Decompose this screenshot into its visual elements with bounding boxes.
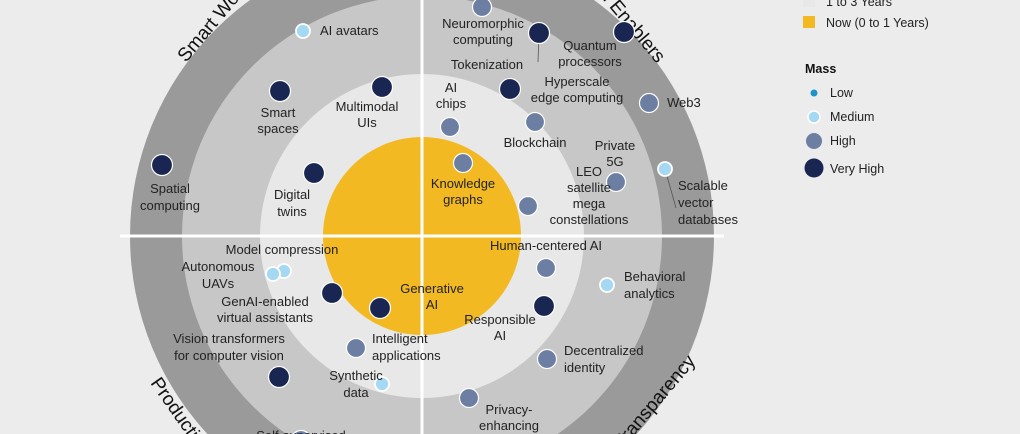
tech-dot-ai-avatars <box>295 23 311 39</box>
legend-dot-low <box>810 89 818 97</box>
legend-label-very-high: Very High <box>830 162 884 176</box>
legend: 1 to 3 Years Now (0 to 1 Years) Mass Low… <box>803 0 929 178</box>
legend-swatch-now <box>803 16 815 28</box>
tech-dot-scalable-vector-databases <box>657 161 673 177</box>
tech-label-web3: Web3 <box>667 95 701 110</box>
tech-dot-genai-enabled-virtual-assistants <box>320 281 344 305</box>
tech-label-model-compression: Model compression <box>226 242 339 257</box>
tech-label-human-centered-ai: Human-centered AI <box>490 238 602 253</box>
tech-dot-decentralized-identity <box>536 348 558 370</box>
tech-label-synthetic-data: Synthetic data <box>329 368 383 400</box>
tech-dot-self-supervised <box>292 429 310 434</box>
tech-label-ai-avatars: AI avatars <box>320 23 379 38</box>
tech-dot-web3 <box>638 92 660 114</box>
tech-label-private-5g: Private 5G <box>595 138 635 169</box>
tech-dot-leo-satellite-mega-constellations <box>517 195 539 217</box>
legend-mass-title: Mass <box>805 62 836 76</box>
tech-dot-synthetic-data <box>374 376 390 392</box>
tech-dot-smart-spaces <box>268 79 292 103</box>
tech-label-leo-satellite-mega-constellations: LEO satellite mega constellations <box>550 164 629 227</box>
tech-label-intelligent-applications: Intelligent applications <box>372 331 441 363</box>
tech-label-responsible-ai: Responsible AI <box>464 312 536 343</box>
tech-label-generative-ai: Generative AI <box>400 281 464 312</box>
tech-dot-knowledge-graphs <box>452 152 474 174</box>
tech-dot-neuromorphic-computing <box>471 0 493 18</box>
tech-dot-digital-twins <box>302 161 326 185</box>
tech-label-quantum-processors: Quantum processors <box>558 38 622 69</box>
tech-dot-privacy-enhancing <box>458 387 480 409</box>
tech-dot-vision-transformers-for-computer-vision <box>267 365 291 389</box>
tech-dot-behavioral-analytics <box>599 277 615 293</box>
tech-dot-hyperscale-edge-computing <box>498 77 522 101</box>
legend-label-now: Now (0 to 1 Years) <box>826 16 929 30</box>
tech-dot-spatial-computing <box>150 153 174 177</box>
tech-label-scalable-vector-databases: Scalable vector databases <box>678 178 738 227</box>
tech-label-autonomous-uavs: Autonomous UAVs <box>182 259 255 291</box>
legend-dot-very-high <box>804 158 824 178</box>
tech-label-self-supervised: Self-supervised <box>256 428 346 434</box>
tech-label-decentralized-identity: Decentralized identity <box>564 343 644 375</box>
tech-label-neuromorphic-computing: Neuromorphic computing <box>442 16 524 47</box>
legend-label-1-3-years: 1 to 3 Years <box>826 0 892 9</box>
tech-dot-generative-ai <box>368 296 392 320</box>
tech-label-hyperscale-edge-computing: Hyperscale edge computing <box>531 74 624 105</box>
tech-dot-intelligent-applications <box>345 337 367 359</box>
tech-dot-tokenization <box>527 21 551 45</box>
tech-label-behavioral-analytics: Behavioral analytics <box>624 269 686 301</box>
tech-label-blockchain: Blockchain <box>504 135 567 150</box>
tech-label-spatial-computing: Spatial computing <box>140 181 200 213</box>
tech-dot-autonomous-uavs <box>265 266 281 282</box>
tech-dot-responsible-ai <box>532 294 556 318</box>
tech-dot-private-5g <box>605 171 627 193</box>
technology-markers: AI avatars Smart spaces Multimodal UIs Spatia… <box>140 0 738 434</box>
tech-label-privacy-enhancing: Privacy-enhancing <box>479 402 539 433</box>
tech-label-smart-spaces: Smart spaces <box>257 105 299 136</box>
tech-label-tokenization: Tokenization <box>451 57 523 72</box>
tech-label-genai-enabled-virtual-assistants: GenAI-enabled virtual assistants <box>217 294 314 325</box>
legend-dot-high <box>806 133 822 149</box>
tech-dot-blockchain <box>524 111 546 133</box>
tech-dot-ai-chips <box>439 116 461 138</box>
legend-label-low: Low <box>830 86 854 100</box>
legend-swatch-1-3-years <box>803 0 815 7</box>
tech-dot-human-centered-ai <box>535 257 557 279</box>
legend-dot-medium <box>807 110 821 124</box>
tech-label-knowledge-graphs: Knowledge graphs <box>431 176 495 207</box>
legend-label-medium: Medium <box>830 110 874 124</box>
tech-label-multimodal-uis: Multimodal UIs <box>336 99 399 130</box>
tech-dot-quantum-processors <box>612 20 636 44</box>
tech-dot-multimodal-uis <box>370 75 394 99</box>
tech-label-vision-transformers-for-computer-vision: Vision transformers for computer vision <box>173 331 285 363</box>
tech-label-ai-chips: AI chips <box>436 80 467 111</box>
tech-label-digital-twins: Digital twins <box>274 187 310 219</box>
legend-label-high: High <box>830 134 856 148</box>
